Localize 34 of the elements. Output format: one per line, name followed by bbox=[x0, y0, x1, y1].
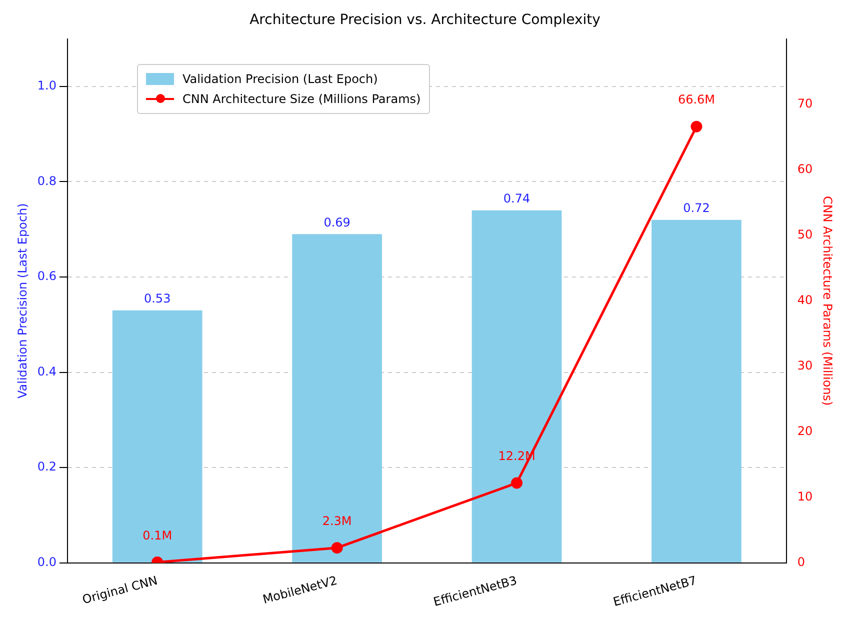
point bbox=[511, 477, 523, 489]
bar bbox=[292, 234, 382, 562]
y2-tick-label: 40 bbox=[797, 292, 813, 307]
bar bbox=[472, 210, 562, 562]
bar bbox=[112, 310, 202, 562]
chart-title: Architecture Precision vs. Architecture Complexity bbox=[250, 12, 600, 28]
y-tick-label: 0.0 bbox=[37, 555, 56, 570]
data-label: 0.72 bbox=[683, 200, 710, 215]
data-label: 0.53 bbox=[144, 292, 171, 306]
y-axis-title: Validation Precision (Last Epoch) bbox=[15, 203, 30, 399]
y-tick-label: 0.4 bbox=[37, 364, 56, 378]
y-tick-label: 0.2 bbox=[37, 460, 56, 474]
data-label: 66.6M bbox=[678, 92, 716, 107]
y-tick-label: 0.6 bbox=[37, 269, 56, 284]
legend-label: Validation Precision (Last Epoch) bbox=[182, 70, 378, 88]
y2-axis-title: CNN Architecture Params (Millions) bbox=[820, 196, 835, 406]
y-tick-label: 1.0 bbox=[37, 78, 56, 93]
data-label: 0.69 bbox=[324, 215, 350, 230]
x-tick-label: Original CNN bbox=[80, 573, 159, 607]
data-label: 0.1M bbox=[142, 528, 172, 542]
point bbox=[690, 120, 702, 132]
y-tick-label: 0.8 bbox=[37, 174, 56, 188]
y2-tick-label: 0 bbox=[797, 555, 805, 570]
y2-tick-label: 30 bbox=[797, 358, 813, 372]
y2-tick-label: 50 bbox=[797, 227, 813, 242]
y2-tick-label: 70 bbox=[797, 96, 813, 110]
point bbox=[331, 542, 343, 554]
data-label: 0.74 bbox=[503, 191, 530, 206]
bar bbox=[652, 220, 742, 562]
y2-tick-label: 60 bbox=[797, 162, 813, 176]
y2-tick-label: 10 bbox=[797, 490, 813, 504]
legend-label: CNN Architecture Size (Millions Params) bbox=[182, 90, 421, 108]
y2-tick-label: 20 bbox=[797, 424, 813, 438]
data-label: 2.3M bbox=[322, 514, 352, 528]
